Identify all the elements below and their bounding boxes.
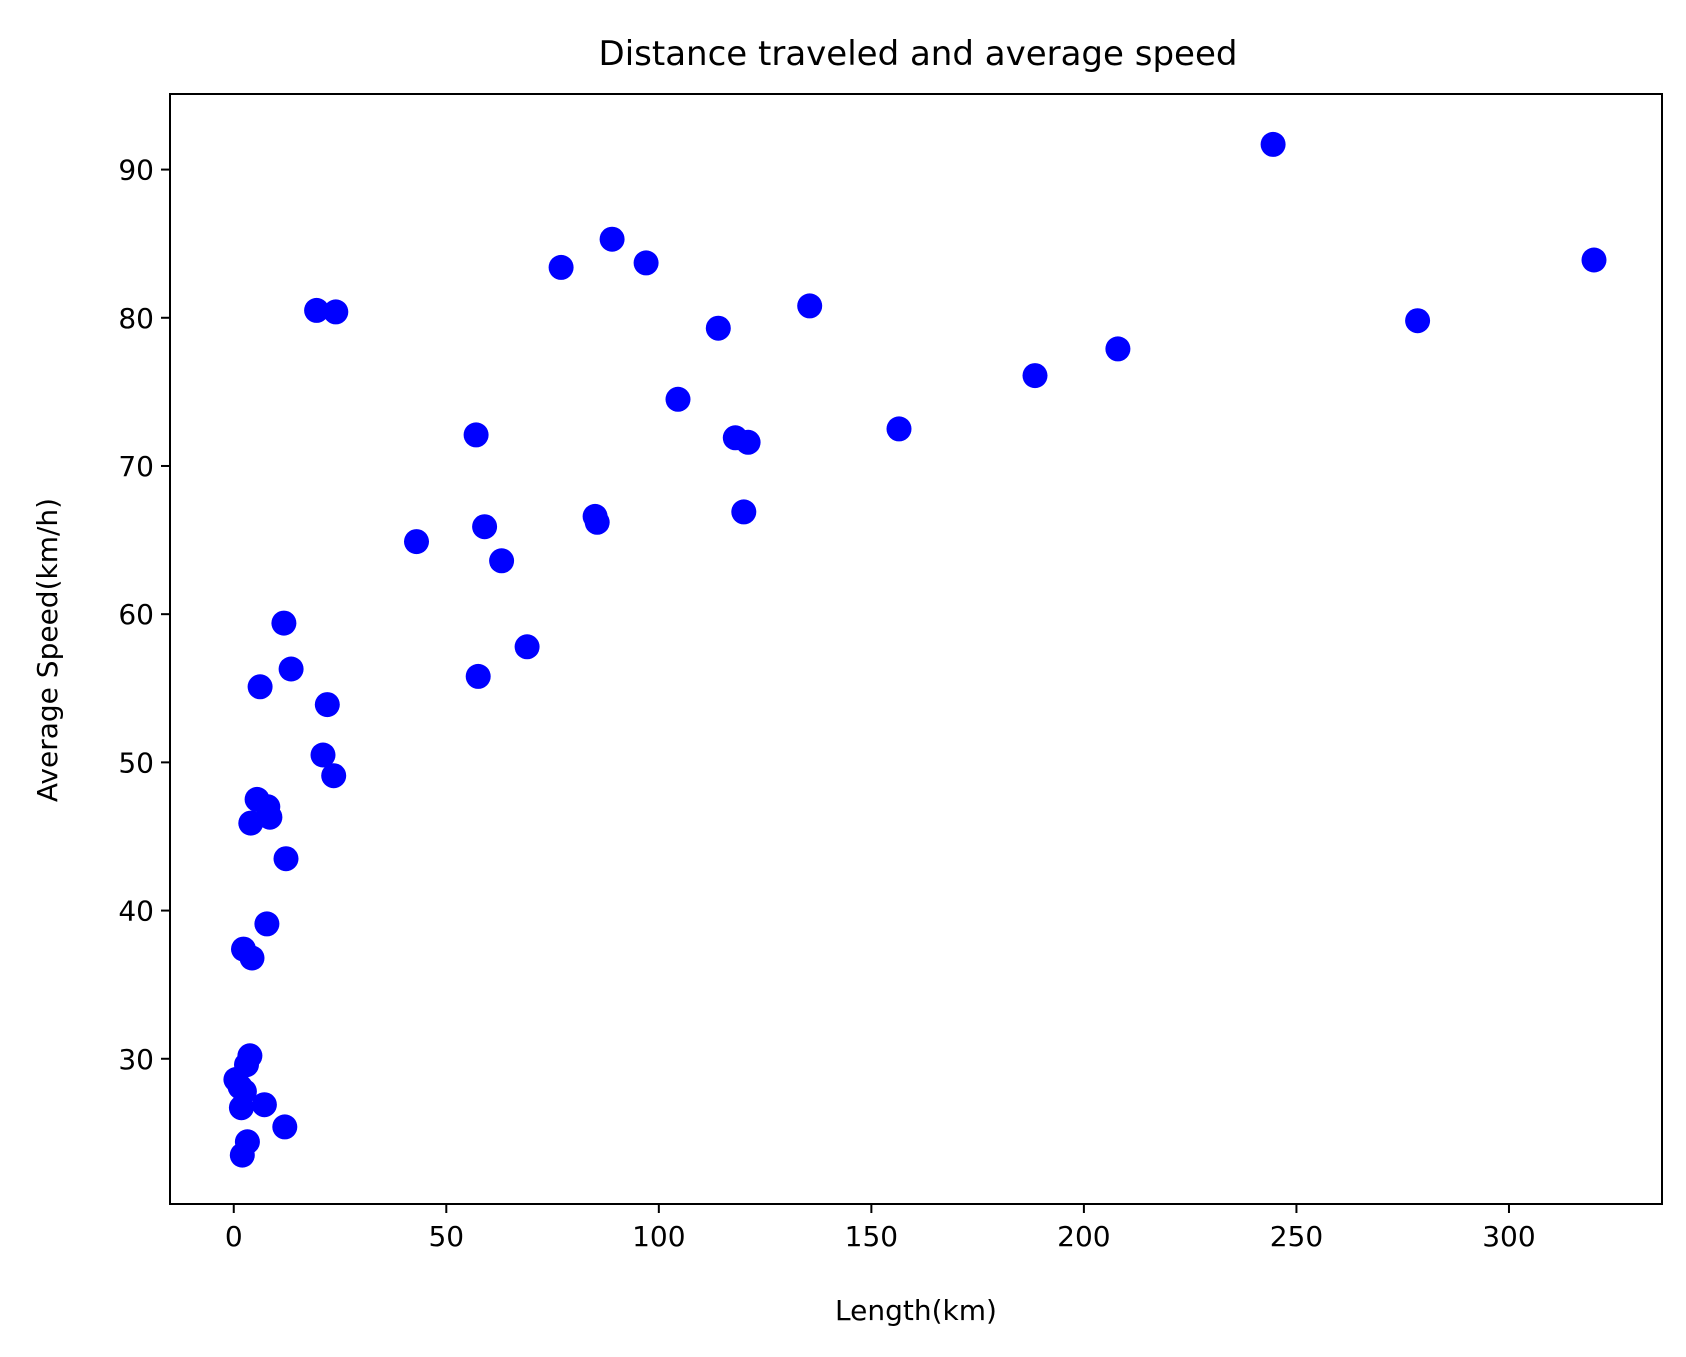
data-point <box>465 663 491 689</box>
data-point <box>1022 363 1048 389</box>
x-tick-label: 300 <box>1482 1220 1535 1253</box>
y-axis-label: Average Speed(km/h) <box>31 498 64 802</box>
data-point <box>271 610 297 636</box>
x-tick-label: 150 <box>845 1220 898 1253</box>
data-point <box>1405 308 1431 334</box>
data-point <box>463 422 489 448</box>
x-axis-label: Length(km) <box>835 1294 997 1327</box>
data-point <box>257 804 283 830</box>
data-point <box>735 429 761 455</box>
y-tick-label: 70 <box>118 450 154 483</box>
data-point <box>314 692 340 718</box>
data-point <box>238 810 264 836</box>
data-point <box>633 250 659 276</box>
data-point <box>229 1142 255 1168</box>
data-point <box>237 1043 263 1069</box>
x-tick-label: 250 <box>1270 1220 1323 1253</box>
data-point <box>254 911 280 937</box>
y-tick-label: 80 <box>118 302 154 335</box>
data-point <box>797 293 823 319</box>
data-point <box>489 548 515 574</box>
data-point <box>323 299 349 325</box>
x-tick-label: 100 <box>632 1220 685 1253</box>
data-point <box>1260 131 1286 157</box>
chart-title: Distance traveled and average speed <box>599 34 1238 74</box>
data-point <box>548 254 574 280</box>
data-point <box>272 1114 298 1140</box>
data-point <box>665 386 691 412</box>
data-point <box>599 226 625 252</box>
plot-frame <box>169 93 1663 1205</box>
x-tick-label: 200 <box>1057 1220 1110 1253</box>
y-tick-label: 50 <box>118 746 154 779</box>
x-axis: 0 50 100 150 200 250 300 <box>225 1204 1536 1253</box>
data-point <box>886 416 912 442</box>
data-point <box>273 846 299 872</box>
data-point <box>228 1095 254 1121</box>
data-point <box>514 634 540 660</box>
y-tick-label: 40 <box>118 895 154 928</box>
data-point <box>705 315 731 341</box>
points-layer <box>223 131 1607 1168</box>
y-tick-label: 90 <box>118 154 154 187</box>
x-tick-label: 50 <box>428 1220 464 1253</box>
x-tick-label: 0 <box>225 1220 243 1253</box>
data-point <box>472 514 498 540</box>
data-point <box>251 1092 277 1118</box>
data-point <box>404 529 429 555</box>
data-point <box>1581 247 1607 273</box>
data-point <box>239 945 265 971</box>
data-point <box>321 763 347 789</box>
y-tick-label: 30 <box>118 1043 154 1076</box>
y-axis: 30 40 50 60 70 80 90 <box>118 154 170 1076</box>
data-point <box>731 499 757 525</box>
data-point <box>304 297 330 323</box>
y-tick-label: 60 <box>118 598 154 631</box>
data-point <box>247 674 273 700</box>
data-point <box>310 742 336 768</box>
data-point <box>584 509 610 535</box>
data-point <box>278 656 304 682</box>
data-point <box>1105 336 1131 362</box>
